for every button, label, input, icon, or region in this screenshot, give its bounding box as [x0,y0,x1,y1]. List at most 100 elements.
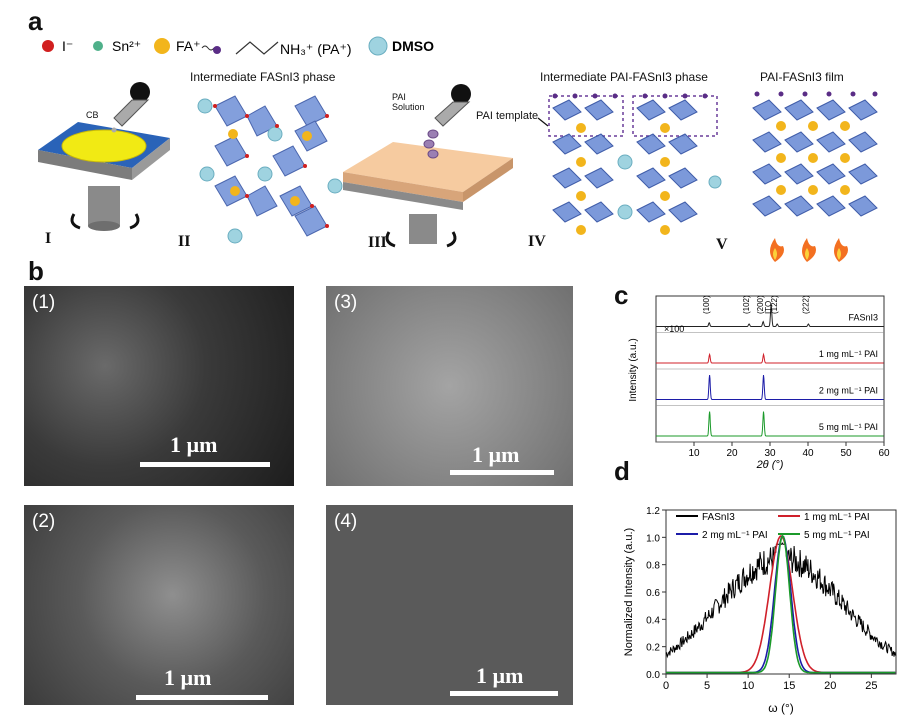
sem-image-2-scalebar [136,695,268,700]
xrd-series-label: 5 mg mL⁻¹ PAI [819,422,878,432]
xrd-peak-label: (222) [801,295,810,314]
sem-image-1-tag: (1) [32,292,56,313]
rocking-ytick-label: 1.0 [646,533,660,544]
rocking-ticks: 0 5 10 15 20 25 0.0 0.2 0.4 0.6 0.8 1.0 1.2 [646,506,877,692]
xrd-series-line [656,374,884,400]
pai-fasni3-intermediate-structure [548,93,722,235]
tin-legend-icon [93,41,103,51]
xrd-tick-label: 30 [764,448,776,459]
pai-fasni3-film-structure [752,91,878,262]
rocking-xtick-label: 15 [783,680,795,692]
rocking-xtick-label: 0 [663,680,669,692]
step-iii-label: III [368,234,387,251]
sem-image-2-scalebar-label: 1 µm [164,665,212,690]
xrd-tick-label: 10 [688,448,700,459]
rocking-ytick-label: 1.2 [646,506,660,517]
rocking-legend-label: 1 mg mL⁻¹ PAI [804,512,870,523]
step-i-label: I [45,230,52,247]
xrd-peak-label: (122) [770,295,779,314]
rocking-legend: FASnI3 1 mg mL⁻¹ PAI 2 mg mL⁻¹ PAI 5 mg mL⁻… [676,512,870,541]
heat-flame-icons [770,238,848,262]
xrd-peak-label: ITO [764,301,773,314]
xrd-series-line [656,304,884,327]
pai-template-arrow [537,117,549,127]
step-i-illustration [38,82,170,231]
pai-solution-label: PAI Solution [392,92,425,112]
fa-legend-icon [154,38,170,54]
rocking-xlabel: ω (°) [768,701,794,715]
rocking-curve-chart: 0 5 10 15 20 25 0.0 0.2 0.4 0.6 0.8 1.0 1.2 FASnI3 1 … [623,506,897,715]
rocking-ylabel: Normalized Intensity (a.u.) [623,528,635,656]
xrd-series-label: FASnI3 [848,312,878,322]
panel-a-letter: a [28,6,43,36]
sem-image-2: (2) 1 µm [24,505,294,705]
sem-image-1-scalebar [140,462,270,467]
rocking-legend-label: 5 mg mL⁻¹ PAI [804,530,870,541]
pa-chain-icon [201,45,215,51]
xrd-series-line [656,411,884,437]
rocking-series-group [665,534,897,674]
pai-dropper-icon [451,84,471,104]
rocking-series-line [665,542,897,659]
xrd-xticks: 10 20 30 40 50 60 [688,442,890,459]
rocking-ytick-label: 0.4 [646,615,660,626]
xrd-series-label: 1 mg mL⁻¹ PAI [819,349,878,359]
xrd-tick-label: 60 [878,448,890,459]
xrd-peak-label: (100) [702,295,711,314]
xrd-multiplier: ×100 [664,324,684,334]
dmso-legend-icon [368,36,388,56]
pai-template-label: PAI template [476,110,539,122]
dropper-icon [130,82,150,102]
rocking-xtick-label: 20 [824,680,836,692]
legend-pa: NH₃⁺ (PA⁺) [280,41,352,57]
xrd-series-line [656,352,884,364]
sem-image-2-tag: (2) [32,511,56,532]
legend-tin: Sn²⁺ [112,38,141,54]
rocking-ytick-label: 0.0 [646,670,660,681]
panel-d-letter: d [614,456,630,486]
xrd-series-label: 2 mg mL⁻¹ PAI [819,385,878,395]
sem-image-3-tag: (3) [334,292,358,313]
xrd-chart: 10 20 30 40 50 60 FASnI3 1 mg mL⁻¹ PAI 2 mg mL⁻… [628,295,890,470]
xrd-peak-label: (200) [756,295,765,314]
pa-structure-icon [235,41,279,55]
rocking-xtick-label: 5 [704,680,710,692]
xrd-peak-labels: (100) (102) (200) (122) (222) ITO [702,295,810,314]
title-intermediate-pai-fasni3: Intermediate PAI-FASnI3 phase [540,70,708,84]
rocking-ytick-label: 0.8 [646,561,660,572]
legend-fa: FA⁺ [176,38,201,54]
cb-label: CB [86,110,99,120]
xrd-tick-label: 20 [726,448,738,459]
sem-image-4-tag: (4) [334,511,358,532]
title-intermediate-fasni3: Intermediate FASnI3 phase [190,70,336,84]
xrd-peak-label: (102) [742,295,751,314]
iodide-legend-icon [42,40,54,52]
xrd-xlabel: 2θ (°) [756,459,784,470]
panel-a-legend: I⁻ Sn²⁺ FA⁺ NH₃⁺ (PA⁺) DMSO [42,36,434,57]
rocking-xtick-label: 25 [865,680,877,692]
sem-image-1: (1) 1 µm [24,286,294,486]
step-ii-label: II [178,233,191,250]
sem-image-1-scalebar-label: 1 µm [170,432,218,457]
rocking-legend-label: FASnI3 [702,512,735,523]
xrd-tick-label: 50 [840,448,852,459]
rocking-ytick-label: 0.6 [646,588,660,599]
rocking-legend-label: 2 mg mL⁻¹ PAI [702,530,768,541]
legend-dmso: DMSO [392,38,434,54]
panel-c-letter: c [614,280,629,310]
sem-image-3-scalebar [450,470,554,475]
legend-iodide: I⁻ [62,38,73,54]
rocking-series-line [666,534,896,674]
rocking-ytick-label: 0.2 [646,643,660,654]
rocking-series-line [666,535,896,674]
step-v-label: V [716,236,728,253]
panel-b-letter: b [28,256,44,286]
sem-image-4-scalebar [450,691,558,696]
sem-image-4-scalebar-label: 1 µm [476,663,524,688]
sem-image-4: (4) 1 µm [326,505,573,705]
xrd-tick-label: 40 [802,448,814,459]
step-iv-label: IV [528,233,546,250]
xrd-series-labels: FASnI3 1 mg mL⁻¹ PAI 2 mg mL⁻¹ PAI 5 mg mL⁻… [819,312,878,432]
fasni3-intermediate-structure [197,95,343,244]
rocking-xtick-label: 10 [742,680,754,692]
